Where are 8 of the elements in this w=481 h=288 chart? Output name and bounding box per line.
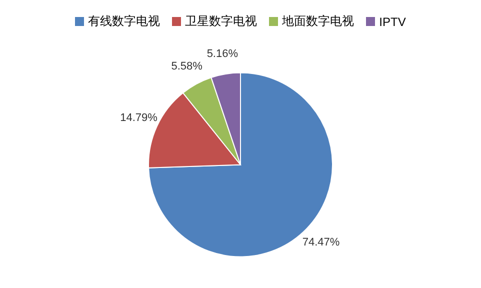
data-label: 74.47%	[302, 236, 340, 249]
legend-label: 卫星数字电视	[185, 13, 258, 30]
data-label: 14.79%	[120, 112, 158, 124]
legend-label: 有线数字电视	[88, 13, 160, 30]
legend-label: 地面数字电视	[282, 13, 354, 30]
data-label: 5.58%	[171, 60, 203, 72]
data-label: 5.16%	[206, 48, 238, 60]
legend-label: IPTV	[379, 14, 406, 28]
